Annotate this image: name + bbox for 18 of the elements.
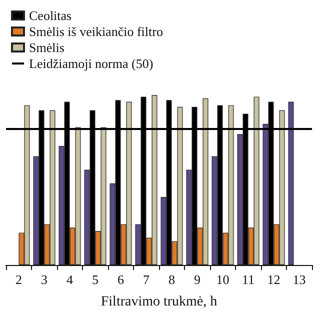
x-tick-label: 2 [16, 272, 22, 287]
legend-label: Leidžiamoji norma (50) [29, 56, 154, 71]
legend-label: Ceolitas [29, 8, 72, 23]
x-tick-label: 6 [118, 272, 124, 287]
bar [288, 102, 294, 265]
x-tick-label: 4 [66, 272, 74, 287]
x-tick-label: 7 [143, 272, 150, 287]
x-tick-label: 5 [92, 272, 98, 287]
x-tick-label: 3 [41, 272, 48, 287]
x-tick-label: 12 [267, 272, 280, 287]
x-tick-label: 9 [194, 272, 200, 287]
x-tick-label: 11 [242, 272, 255, 287]
x-tick-label: 8 [168, 272, 175, 287]
x-tick-label: 13 [292, 272, 306, 287]
legend-label: Smėlis [29, 40, 64, 55]
legend-label: Smėlis iš veikiančio filtro [29, 24, 163, 39]
x-axis-title: Filtravimo trukmė, h [100, 294, 218, 310]
x-tick-label: 10 [216, 272, 230, 287]
